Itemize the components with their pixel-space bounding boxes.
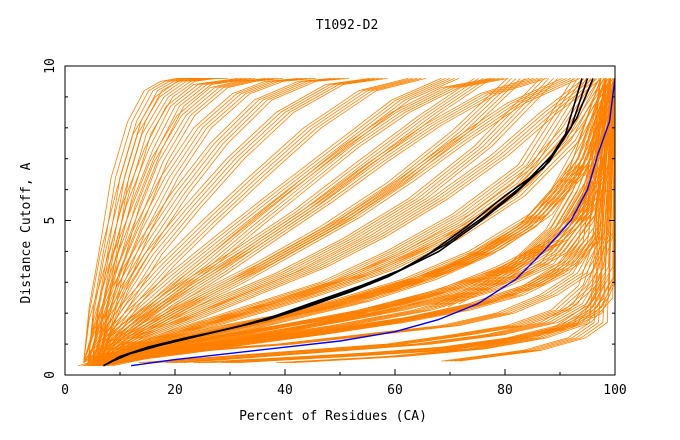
series-line (449, 78, 616, 362)
series-line (101, 78, 614, 367)
x-axis-ticks: 0 20 40 60 80 100 (61, 369, 627, 398)
series-line (131, 78, 606, 357)
y-tick-label: 0 (43, 371, 58, 379)
series-line (100, 78, 316, 363)
series-line (96, 78, 202, 363)
series-line (106, 78, 509, 360)
series-line (83, 78, 189, 363)
series-line (107, 78, 598, 360)
series-line (88, 78, 530, 360)
series-line (87, 78, 336, 363)
highlight-curves (103, 78, 616, 367)
series-line (100, 78, 206, 363)
series-line (112, 78, 603, 360)
y-tick-label: 10 (43, 58, 58, 74)
series-line (150, 78, 616, 357)
series-line (103, 78, 594, 360)
series-line (92, 78, 379, 363)
series-line (106, 78, 547, 360)
series-line (100, 78, 596, 360)
series-line (117, 78, 614, 360)
series-line (438, 78, 610, 308)
series-line (454, 78, 616, 362)
series-line (434, 78, 606, 308)
series-line (96, 78, 521, 363)
series-line (96, 78, 312, 363)
series-line (96, 78, 554, 363)
series-line (108, 78, 605, 360)
series-line (118, 78, 615, 360)
chart-title: T1092-D2 (316, 18, 379, 33)
series-line (100, 78, 426, 363)
series-line (96, 78, 422, 363)
series-line (104, 78, 600, 360)
series-line (107, 78, 576, 360)
series-line (441, 78, 607, 362)
series-line (106, 78, 616, 367)
series-line-highlight (103, 78, 583, 367)
series-line (141, 78, 616, 357)
series-line (100, 78, 256, 363)
series-line (94, 78, 563, 360)
series-line (133, 78, 607, 357)
series-line (96, 78, 224, 363)
series-line (87, 78, 193, 363)
series-line (293, 78, 616, 363)
x-tick-label: 0 (61, 383, 69, 398)
series-line (100, 78, 349, 363)
series-line (83, 78, 332, 363)
series-line (105, 78, 602, 360)
x-tick-label: 80 (497, 383, 513, 398)
series-line (447, 78, 616, 308)
series-line (112, 78, 580, 360)
x-tick-label: 100 (603, 383, 626, 398)
series-line (96, 78, 345, 363)
series-line (443, 78, 615, 308)
series-line (102, 78, 504, 360)
series-line (92, 78, 341, 363)
series-line (97, 78, 539, 360)
series-line (100, 78, 283, 363)
series-line (137, 78, 611, 357)
series-line (98, 78, 567, 360)
series-line (97, 78, 500, 360)
x-tick-label: 40 (277, 383, 293, 398)
series-line (92, 78, 418, 363)
series-line (140, 78, 615, 357)
y-tick-label: 5 (43, 217, 58, 225)
x-axis-label: Percent of Residues (CA) (239, 409, 427, 424)
series-line (88, 78, 491, 360)
series-line (126, 78, 611, 357)
series-line (136, 78, 610, 357)
series-line (458, 78, 616, 305)
x-tick-label: 60 (387, 383, 403, 398)
y-axis-label: Distance Cutoff, A (19, 162, 34, 303)
series-line (93, 78, 534, 360)
series-line (92, 78, 197, 363)
series-line (100, 78, 388, 363)
series-line (96, 78, 279, 363)
series-line (127, 78, 602, 357)
series-line-highlight (130, 78, 616, 367)
series-line (87, 78, 479, 363)
series-line (102, 78, 543, 360)
background-curves (78, 78, 616, 367)
series-line (445, 78, 611, 362)
series-line (146, 78, 616, 357)
series-line (103, 78, 572, 360)
series-line (94, 78, 585, 360)
x-tick-label: 20 (167, 383, 183, 398)
series-line (96, 78, 609, 367)
y-axis-ticks: 0 5 10 (43, 58, 615, 379)
series-line (458, 78, 616, 362)
series-line (96, 78, 383, 363)
series-line (93, 78, 496, 360)
series-line (98, 78, 589, 360)
series-line (100, 78, 228, 363)
series-line (430, 78, 602, 308)
